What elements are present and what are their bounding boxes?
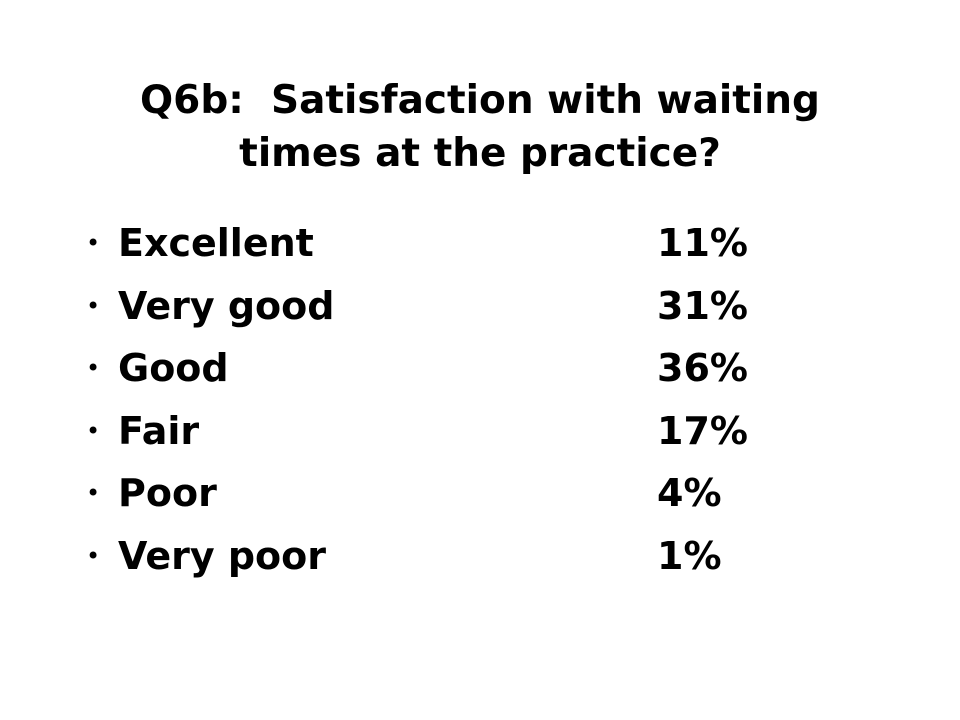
bullet: •	[86, 416, 101, 445]
item-value: 4%	[657, 471, 722, 515]
item-value: 31%	[657, 283, 748, 328]
item-label: Fair	[118, 408, 200, 453]
bullet: •	[86, 479, 101, 507]
item-value: 11%	[657, 221, 748, 265]
bullet-list: • Excellent 11% • Very good 31% • Good 36% • Fair 1…	[0, 212, 960, 587]
list-item: • Poor 4%	[0, 462, 960, 525]
list-item: • Fair 17%	[0, 400, 960, 463]
list-item: • Very poor 1%	[0, 525, 960, 588]
item-label: Very good	[118, 283, 335, 328]
item-value: 36%	[657, 346, 748, 390]
item-label: Excellent	[118, 221, 314, 265]
list-item: • Excellent 11%	[0, 212, 960, 275]
item-value: 17%	[657, 408, 748, 453]
slide-title: Q6b: Satisfaction with waiting times at t…	[0, 74, 960, 180]
bullet: •	[86, 229, 101, 257]
bullet: •	[86, 354, 101, 382]
list-item: • Good 36%	[0, 337, 960, 400]
list-item: • Very good 31%	[0, 275, 960, 338]
item-label: Very poor	[118, 533, 326, 578]
item-label: Good	[118, 346, 229, 390]
title-line: times at the practice?	[239, 131, 721, 176]
bullet: •	[86, 541, 101, 570]
bullet: •	[86, 291, 101, 320]
title-line: Q6b: Satisfaction with waiting	[140, 78, 820, 123]
item-label: Poor	[118, 471, 217, 515]
item-value: 1%	[657, 533, 722, 578]
